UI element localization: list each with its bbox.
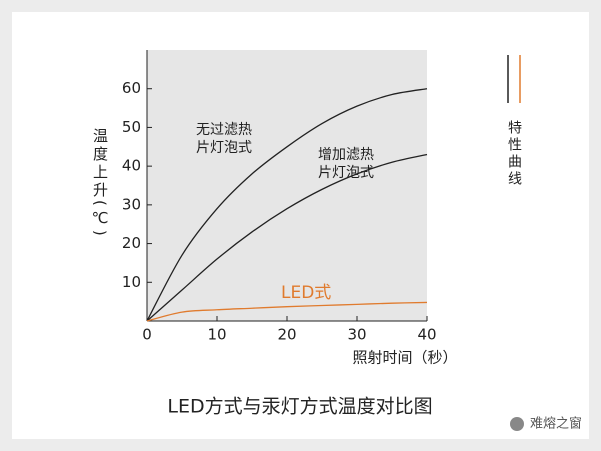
series-line	[146, 153, 428, 322]
x-axis-label: 照射时间（秒）	[352, 349, 457, 367]
y-tick-label: 20	[122, 234, 141, 252]
y-tick-label: 60	[122, 79, 141, 97]
series-label: 增加滤热片灯泡式	[318, 147, 374, 181]
series-label: 无过滤热片灯泡式	[196, 122, 252, 156]
chart-title: LED方式与汞灯方式温度对比图	[167, 396, 432, 418]
x-tick-label: 10	[207, 326, 226, 344]
plot-area	[147, 50, 427, 321]
x-tick-label: 0	[142, 326, 152, 344]
y-tick-label: 10	[122, 273, 141, 291]
watermark: 难熔之窗	[530, 416, 582, 432]
x-tick-label: 20	[277, 326, 296, 344]
y-tick-label: 50	[122, 118, 141, 136]
x-tick-label: 40	[417, 326, 436, 344]
watermark-icon	[510, 417, 524, 431]
legend-title: 特性曲线	[506, 120, 522, 188]
series-line	[146, 88, 428, 322]
y-axis-label: 温度上升(℃)	[91, 128, 109, 239]
x-tick-label: 30	[347, 326, 366, 344]
y-tick-label: 30	[122, 195, 141, 213]
series-line	[146, 301, 428, 322]
y-tick-label: 40	[122, 157, 141, 175]
series-label: LED式	[281, 283, 332, 303]
